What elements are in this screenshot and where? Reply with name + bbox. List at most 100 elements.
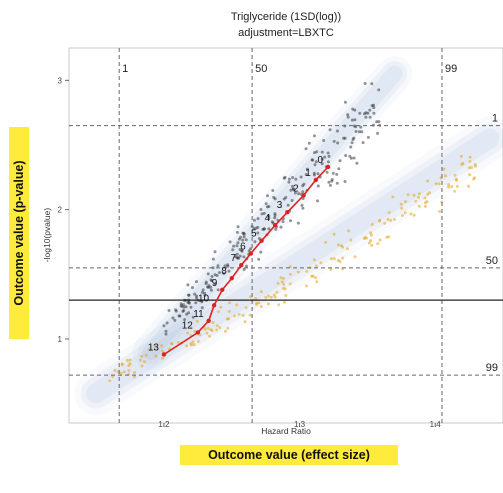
- scatter-point: [383, 221, 387, 225]
- scatter-point: [262, 227, 266, 231]
- path-point-label: 1: [305, 168, 311, 179]
- scatter-point: [140, 364, 144, 368]
- scatter-point: [279, 276, 283, 280]
- scatter-point: [282, 286, 285, 290]
- scatter-point: [242, 268, 246, 271]
- scatter-point: [288, 272, 292, 276]
- scatter-point: [325, 170, 329, 174]
- scatter-point: [192, 343, 196, 347]
- scatter-point: [242, 235, 246, 239]
- scatter-point: [327, 160, 330, 164]
- scatter-point: [470, 166, 473, 170]
- scatter-point: [322, 139, 326, 142]
- scatter-point: [368, 108, 372, 112]
- scatter-point: [296, 270, 300, 274]
- y-percentile-label: 50: [486, 255, 498, 267]
- scatter-point: [372, 106, 376, 110]
- scatter-point: [201, 288, 205, 292]
- path-point-label: 2: [293, 183, 299, 194]
- scatter-point: [170, 342, 174, 346]
- scatter-point: [280, 280, 284, 284]
- scatter-point: [273, 216, 277, 220]
- scatter-point: [302, 182, 306, 186]
- scatter-point: [213, 282, 217, 286]
- scatter-point: [179, 302, 183, 306]
- scatter-point: [301, 206, 305, 210]
- scatter-point: [187, 293, 190, 297]
- scatter-point: [133, 375, 136, 379]
- path-point-label: 9: [212, 278, 218, 289]
- scatter-point: [311, 274, 315, 278]
- x-percentile-label: 99: [445, 63, 457, 75]
- scatter-point: [236, 256, 240, 260]
- scatter-point: [331, 171, 335, 175]
- scatter-point: [242, 231, 246, 235]
- scatter-point: [307, 141, 311, 145]
- scatter-point: [143, 360, 146, 364]
- scatter-point: [148, 347, 152, 351]
- scatter-point: [269, 295, 273, 299]
- scatter-point: [417, 192, 421, 196]
- scatter-point: [473, 176, 476, 180]
- scatter-point: [215, 328, 219, 332]
- scatter-point: [259, 305, 263, 308]
- scatter-point: [286, 203, 290, 207]
- x-percentile-label: 50: [255, 63, 267, 75]
- scatter-point: [346, 115, 350, 119]
- scatter-point: [312, 173, 316, 177]
- scatter-point: [217, 310, 220, 314]
- scatter-point: [241, 313, 245, 317]
- scatter-point: [215, 324, 219, 328]
- scatter-point: [244, 306, 248, 310]
- path-point: [206, 318, 211, 324]
- scatter-point: [233, 314, 237, 318]
- scatter-point: [164, 329, 168, 333]
- y-percentile-label: 99: [486, 362, 498, 374]
- path-point: [239, 263, 244, 268]
- scatter-point: [203, 327, 207, 331]
- scatter-point: [290, 184, 294, 188]
- scatter-point: [444, 174, 447, 178]
- scatter-point: [312, 134, 316, 138]
- scatter-point: [193, 329, 197, 333]
- path-point: [211, 303, 217, 308]
- scatter-point: [281, 220, 285, 224]
- scatter-point: [274, 227, 278, 231]
- scatter-point: [315, 280, 319, 284]
- scatter-point: [176, 340, 180, 344]
- scatter-point: [417, 204, 421, 208]
- scatter-point: [191, 286, 194, 290]
- scatter-point: [265, 205, 269, 209]
- scatter-point: [271, 189, 275, 192]
- scatter-point: [236, 225, 240, 229]
- scatter-point: [164, 332, 168, 336]
- scatter-point: [238, 254, 242, 258]
- scatter-point: [127, 364, 131, 368]
- scatter-point: [209, 288, 213, 292]
- scatter-point: [377, 88, 381, 92]
- scatter-point: [264, 202, 268, 206]
- scatter-point: [209, 328, 213, 332]
- scatter-point: [194, 301, 198, 305]
- scatter-point: [313, 151, 316, 155]
- scatter-point: [376, 131, 380, 135]
- scatter-point: [369, 231, 373, 235]
- path-point: [272, 222, 278, 228]
- scatter-point: [296, 221, 300, 225]
- scatter-point: [461, 161, 465, 165]
- scatter-point: [316, 199, 319, 203]
- scatter-point: [259, 250, 263, 254]
- scatter-point: [287, 180, 291, 184]
- scatter-point: [195, 280, 198, 284]
- scatter-point: [320, 157, 324, 161]
- scatter-point: [304, 147, 308, 151]
- scatter-point: [248, 295, 252, 299]
- scatter-point: [273, 213, 277, 217]
- scatter-point: [191, 315, 195, 319]
- scatter-point: [275, 290, 279, 294]
- scatter-point: [344, 154, 348, 157]
- scatter-point: [314, 160, 318, 164]
- scatter-point: [304, 284, 308, 288]
- scatter-point: [346, 247, 349, 251]
